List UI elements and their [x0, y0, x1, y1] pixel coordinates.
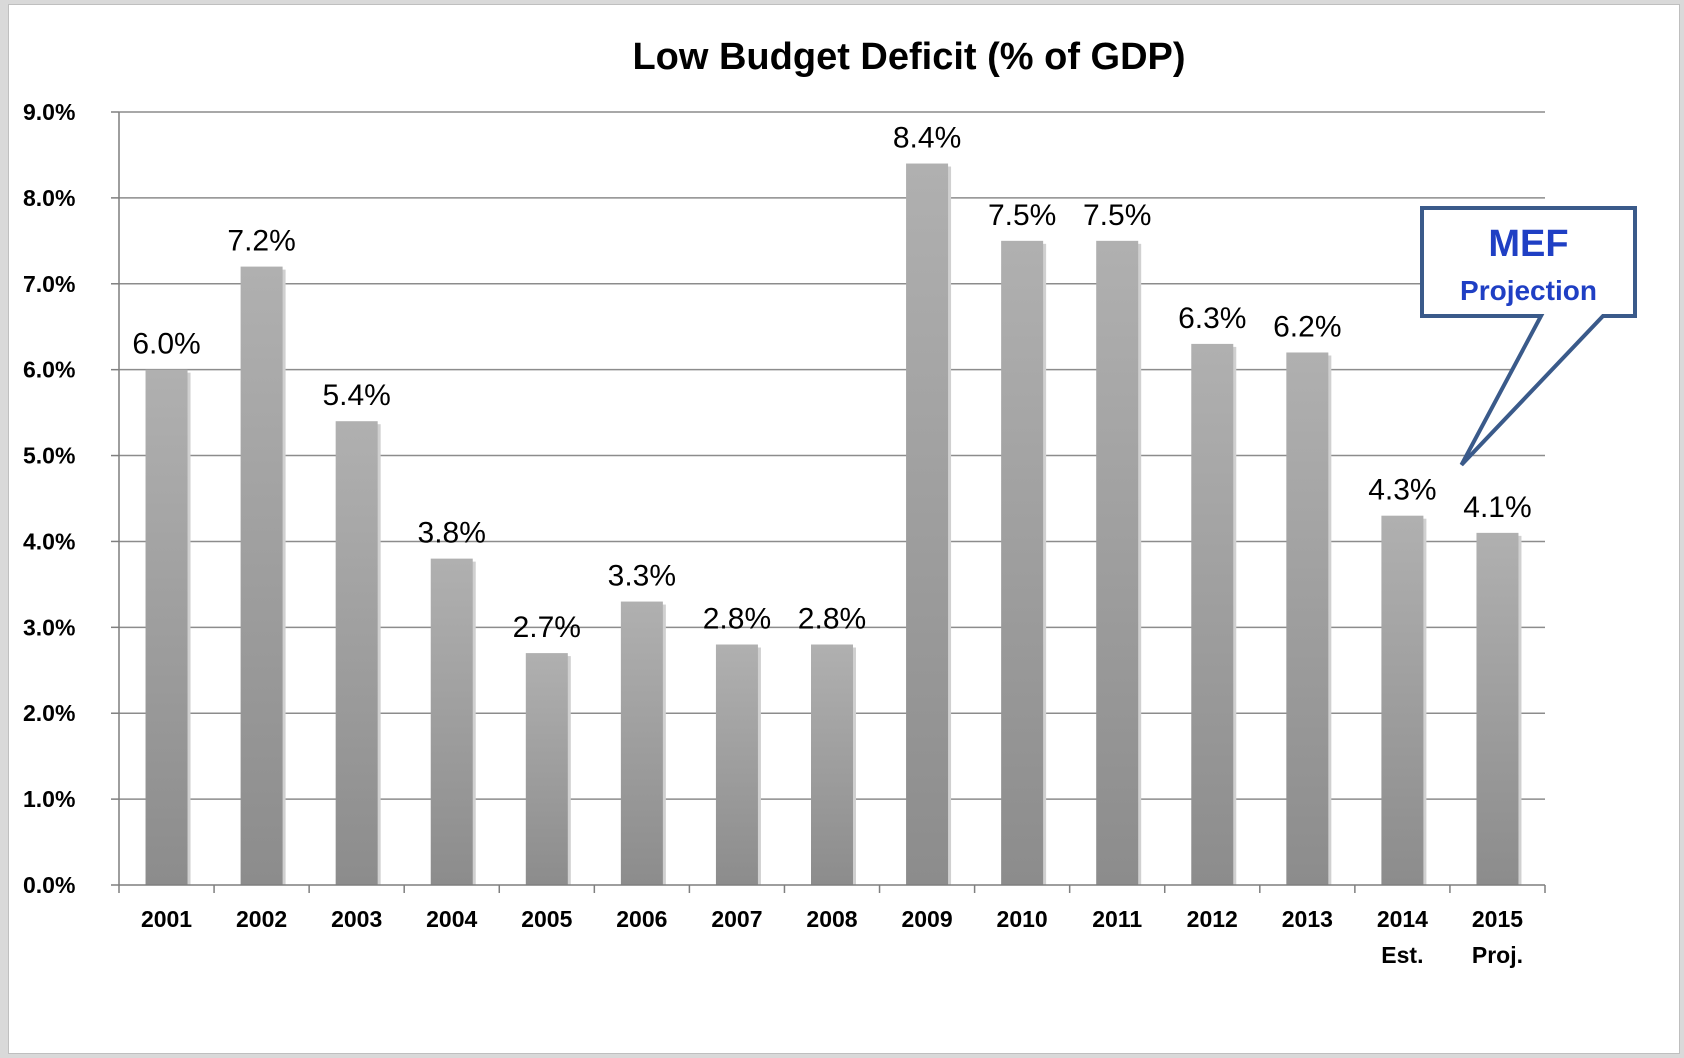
bars — [145, 163, 1522, 886]
x-tick-label-2015: 2015 — [1472, 906, 1523, 932]
x-tick-label-2001: 2001 — [141, 906, 192, 932]
bar-2012 — [1191, 343, 1234, 885]
x-tick-label-2008: 2008 — [806, 906, 857, 932]
y-tick-label: 4.0% — [23, 528, 75, 554]
bar-2002 — [240, 266, 283, 886]
data-label-2001: 6.0% — [132, 328, 200, 361]
data-label-2011: 7.5% — [1083, 199, 1151, 232]
callout-subtitle: Projection — [1460, 275, 1597, 306]
data-label-2014: 4.3% — [1368, 474, 1436, 507]
bar-2014 — [1381, 515, 1424, 885]
y-tick-label: 9.0% — [23, 99, 75, 125]
y-tick-label: 0.0% — [23, 872, 75, 898]
x-tick-label-2011: 2011 — [1092, 906, 1142, 932]
data-label-2006: 3.3% — [608, 560, 676, 593]
y-tick-label: 2.0% — [23, 700, 75, 726]
y-tick-label: 5.0% — [23, 443, 75, 469]
bar-2015 — [1476, 532, 1519, 885]
x-tick-label-2010: 2010 — [997, 906, 1048, 932]
x-tick-label-2013: 2013 — [1282, 906, 1333, 932]
bar-2013 — [1286, 352, 1329, 885]
axes: 0.0% 1.0% 2.0% 3.0% 4.0% 5.0% 6.0% 7.0% 8.0% 9.0%… — [23, 99, 1546, 968]
bar-2005 — [525, 653, 568, 885]
bar-2011 — [1096, 240, 1139, 886]
mef-projection-callout: MEF Projection — [1420, 206, 1637, 467]
x-tick-sublabel-2015: Proj. — [1472, 942, 1523, 968]
bar-2003 — [335, 421, 378, 885]
x-tick-label-2014: 2014 — [1377, 906, 1428, 932]
data-label-2009: 8.4% — [893, 122, 961, 155]
y-tick-label: 6.0% — [23, 357, 75, 383]
data-label-2012: 6.3% — [1178, 302, 1246, 335]
data-label-2002: 7.2% — [227, 225, 295, 258]
y-tick-label: 8.0% — [23, 185, 75, 211]
data-label-2015: 4.1% — [1463, 491, 1531, 524]
bar-2007 — [715, 644, 758, 885]
bar-2006 — [620, 601, 663, 885]
chart-title: Low Budget Deficit (% of GDP) — [632, 36, 1185, 78]
bar-2001 — [145, 369, 188, 886]
bar-chart: Low Budget Deficit (% of GDP) 0.0% 1.0% 2.… — [23, 36, 1637, 968]
bar-2004 — [430, 558, 473, 885]
x-tick-sublabel-2014: Est. — [1381, 942, 1423, 968]
x-tick-label-2003: 2003 — [331, 906, 382, 932]
data-label-2003: 5.4% — [322, 379, 390, 412]
data-label-2007: 2.8% — [703, 603, 771, 636]
x-tick-label-2006: 2006 — [616, 906, 667, 932]
y-tick-label: 1.0% — [23, 786, 75, 812]
data-label-2010: 7.5% — [988, 199, 1056, 232]
callout-box — [1420, 206, 1637, 467]
bar-2009 — [906, 163, 949, 886]
bar-2010 — [1001, 240, 1044, 886]
data-label-2004: 3.8% — [418, 517, 486, 550]
x-tick-label-2002: 2002 — [236, 906, 287, 932]
x-tick-label-2012: 2012 — [1187, 906, 1238, 932]
bar-2008 — [811, 644, 853, 885]
data-labels: 6.0% 7.2% 5.4% 3.8% 2.7% 3.3% 2.8% 2.8% 8.4% 7.5%… — [132, 122, 1531, 645]
callout-title: MEF — [1488, 223, 1568, 265]
x-tick-label-2005: 2005 — [521, 906, 572, 932]
data-label-2008: 2.8% — [798, 603, 866, 636]
data-label-2005: 2.7% — [513, 611, 581, 644]
x-tick-label-2009: 2009 — [901, 906, 952, 932]
x-tick-label-2004: 2004 — [426, 906, 477, 932]
y-tick-label: 7.0% — [23, 271, 75, 297]
y-tick-label: 3.0% — [23, 614, 75, 640]
chart-frame: Low Budget Deficit (% of GDP) 0.0% 1.0% 2.… — [8, 4, 1680, 1054]
x-tick-label-2007: 2007 — [711, 906, 762, 932]
data-label-2013: 6.2% — [1273, 310, 1341, 343]
